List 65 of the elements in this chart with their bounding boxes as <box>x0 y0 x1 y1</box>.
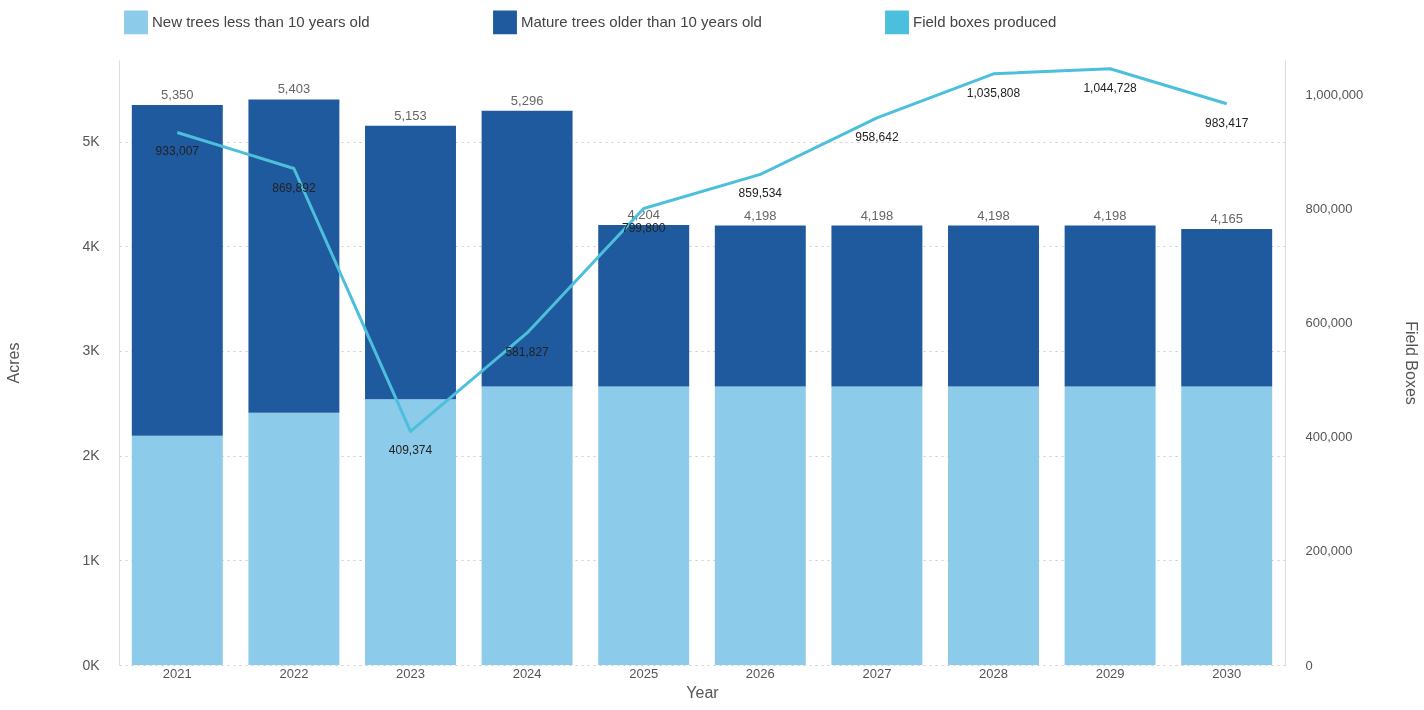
data-label: 581,827 <box>505 344 550 359</box>
data-label: 859,534 <box>738 186 783 201</box>
x-axis-title: Year <box>686 683 720 701</box>
total-label: 4,198 <box>860 207 894 223</box>
legend-label: New trees less than 10 years old <box>152 13 370 31</box>
bar <box>481 110 573 387</box>
bar <box>948 386 1039 665</box>
y-tick-label: 3K <box>82 342 101 359</box>
y-tick-label: 2K <box>82 447 101 464</box>
total-label: 5,153 <box>394 107 427 123</box>
x-tick-label: 2026 <box>745 665 775 681</box>
x-tick-label: 2027 <box>862 665 892 681</box>
x-tick-label: 2021 <box>162 665 192 681</box>
y2-tick-label: 1,000,000 <box>1305 86 1364 102</box>
y2-tick-label: 200,000 <box>1305 543 1353 559</box>
bar <box>598 224 690 387</box>
x-tick-label: 2022 <box>279 665 309 681</box>
total-label: 4,198 <box>1093 207 1127 223</box>
total-label: 5,296 <box>510 92 544 108</box>
bar <box>248 412 340 665</box>
y-tick-label: 5K <box>82 133 101 150</box>
data-label: 958,642 <box>855 129 899 144</box>
bar <box>131 105 223 436</box>
x-tick-label: 2028 <box>979 665 1008 681</box>
total-label: 5,403 <box>277 81 311 97</box>
x-tick-label: 2025 <box>629 665 659 681</box>
data-label: 933,007 <box>155 144 200 159</box>
bar <box>131 435 223 665</box>
y2-tick-label: 0 <box>1305 657 1313 673</box>
total-label: 4,198 <box>977 207 1010 223</box>
data-label: 1,035,808 <box>966 85 1021 100</box>
bar <box>365 125 456 400</box>
y2-axis-title: Field Boxes <box>1403 321 1421 405</box>
y2-tick-label: 800,000 <box>1305 200 1353 216</box>
data-label: 1,044,728 <box>1083 80 1138 95</box>
bar <box>248 99 340 413</box>
x-tick-label: 2030 <box>1212 665 1242 681</box>
bar <box>948 225 1039 387</box>
total-label: 4,165 <box>1210 211 1243 227</box>
bar <box>365 399 456 665</box>
y2-tick-label: 400,000 <box>1305 429 1353 445</box>
y-tick-label: 4K <box>82 237 101 254</box>
total-label: 5,350 <box>161 87 194 103</box>
y-axis-title: Acres <box>5 342 23 384</box>
bar <box>714 225 806 387</box>
bar <box>831 225 923 387</box>
bar <box>1064 225 1156 387</box>
y-tick-label: 1K <box>82 551 101 568</box>
total-label: 4,198 <box>744 207 777 223</box>
x-tick-label: 2024 <box>512 665 542 681</box>
x-tick-label: 2029 <box>1095 665 1125 681</box>
y2-tick-label: 600,000 <box>1305 315 1353 331</box>
data-label: 983,417 <box>1205 115 1249 130</box>
bar <box>481 386 573 665</box>
bar <box>1181 229 1273 387</box>
legend-label: Mature trees older than 10 years old <box>521 13 762 31</box>
bar <box>714 386 806 665</box>
bar <box>598 386 690 665</box>
y-tick-label: 0K <box>82 656 101 673</box>
data-label: 409,374 <box>388 443 433 458</box>
bar <box>831 386 923 665</box>
legend-label: Field boxes produced <box>913 13 1057 31</box>
bar <box>1181 386 1273 665</box>
x-tick-label: 2023 <box>396 665 425 681</box>
bar <box>1064 386 1156 665</box>
